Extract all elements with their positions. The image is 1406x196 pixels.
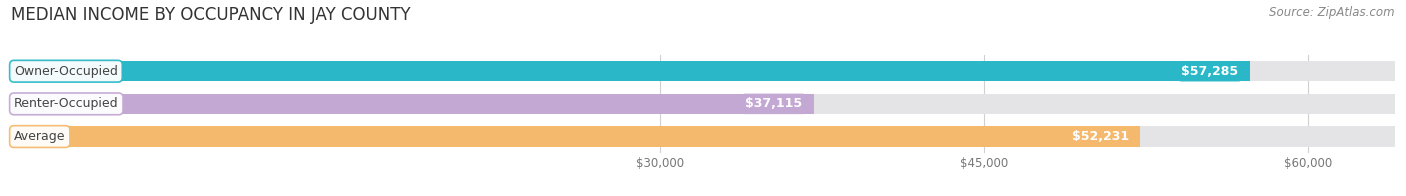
Bar xyxy=(11,61,1250,81)
Text: Source: ZipAtlas.com: Source: ZipAtlas.com xyxy=(1270,6,1395,19)
Text: $57,285: $57,285 xyxy=(1181,65,1239,78)
Bar xyxy=(11,126,1140,147)
Text: Average: Average xyxy=(14,130,66,143)
Text: MEDIAN INCOME BY OCCUPANCY IN JAY COUNTY: MEDIAN INCOME BY OCCUPANCY IN JAY COUNTY xyxy=(11,6,411,24)
Text: $37,115: $37,115 xyxy=(745,97,803,110)
Bar xyxy=(11,61,1395,81)
Bar xyxy=(11,94,1395,114)
Bar xyxy=(11,126,1395,147)
Text: Renter-Occupied: Renter-Occupied xyxy=(14,97,118,110)
Text: Owner-Occupied: Owner-Occupied xyxy=(14,65,118,78)
Text: $52,231: $52,231 xyxy=(1073,130,1129,143)
Bar xyxy=(11,94,814,114)
